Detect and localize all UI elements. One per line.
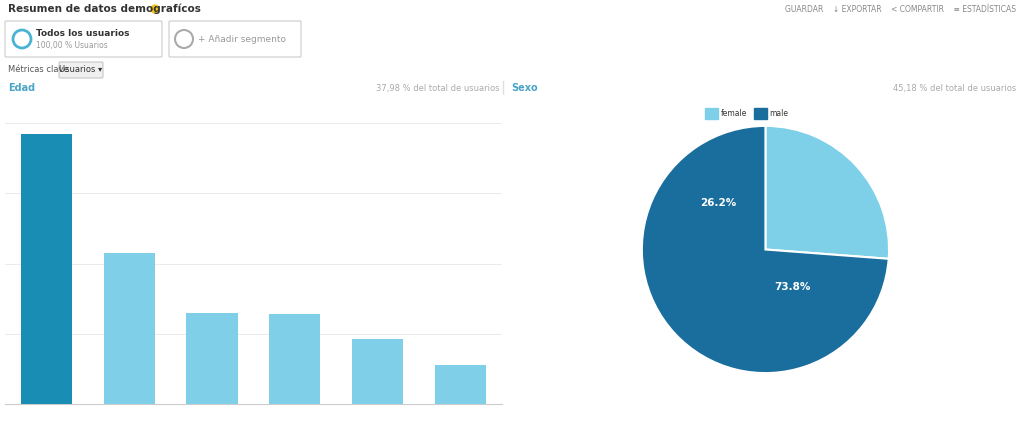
Text: Sexo: Sexo <box>511 83 538 93</box>
Bar <box>20 134 72 404</box>
Text: 26.2%: 26.2% <box>700 198 736 207</box>
Text: Usuarios ▾: Usuarios ▾ <box>59 66 102 75</box>
Text: GUARDAR    ↓ EXPORTAR    < COMPARTIR    ≡ ESTADÍSTICAS: GUARDAR ↓ EXPORTAR < COMPARTIR ≡ ESTADÍS… <box>785 5 1016 14</box>
Bar <box>352 340 403 404</box>
Bar <box>186 313 238 404</box>
Text: 73.8%: 73.8% <box>774 282 811 291</box>
Wedge shape <box>642 126 889 373</box>
Bar <box>706 108 718 119</box>
FancyBboxPatch shape <box>5 21 162 57</box>
Bar <box>435 366 486 404</box>
FancyBboxPatch shape <box>169 21 301 57</box>
Bar <box>754 108 767 119</box>
Circle shape <box>151 5 159 13</box>
Text: female: female <box>721 109 748 118</box>
Text: Resumen de datos demografícos: Resumen de datos demografícos <box>8 4 201 14</box>
FancyBboxPatch shape <box>59 62 103 78</box>
Text: Todos los usuarios: Todos los usuarios <box>36 29 129 38</box>
Bar <box>269 314 321 404</box>
Text: + Añadir segmento: + Añadir segmento <box>198 35 286 43</box>
Text: 45,18 % del total de usuarios: 45,18 % del total de usuarios <box>893 83 1016 92</box>
Wedge shape <box>765 126 889 259</box>
Bar <box>103 253 155 404</box>
Text: Edad: Edad <box>8 83 35 93</box>
Text: Métricas clave: Métricas clave <box>8 66 69 75</box>
Text: 37,98 % del total de usuarios: 37,98 % del total de usuarios <box>377 83 500 92</box>
Text: male: male <box>770 109 788 118</box>
Text: 100,00 % Usuarios: 100,00 % Usuarios <box>36 41 108 51</box>
